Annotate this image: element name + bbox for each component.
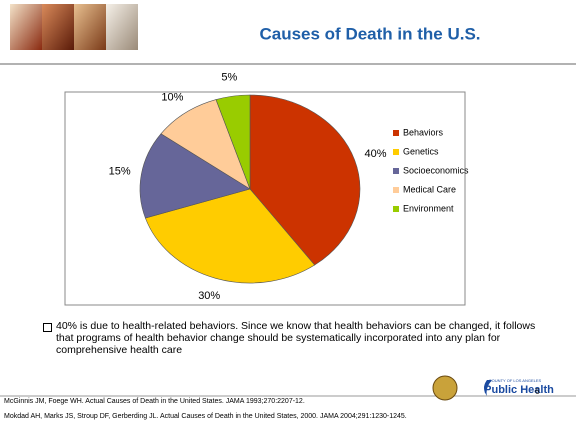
legend-swatch — [393, 149, 399, 155]
legend-label: Medical Care — [403, 184, 456, 194]
data-label: 30% — [198, 290, 220, 302]
header-photo — [74, 4, 106, 50]
header-photo — [10, 4, 42, 50]
pie-slice — [249, 94, 361, 266]
bullet-text: 40% is due to health-related behaviors. … — [56, 320, 536, 356]
data-label: 10% — [161, 92, 183, 104]
pie-chart: 40% Behaviors 30% Genetics 15% Socioeconomics… — [109, 71, 469, 302]
header-photo — [106, 4, 138, 50]
reference: McGinnis JM, Foege WH. Actual Causes of … — [4, 398, 305, 405]
legend-swatch — [393, 187, 399, 193]
legend-swatch — [393, 206, 399, 212]
logo-mark — [484, 380, 492, 396]
pie-slice — [215, 94, 251, 190]
pie-slice — [144, 188, 316, 284]
legend-label: Behaviors — [403, 127, 444, 137]
slide-title: Causes of Death in the U.S. — [259, 24, 480, 43]
reference: Mokdad AH, Marks JS, Stroup DF, Gerberdi… — [4, 413, 407, 420]
legend-label: Socioeconomics — [403, 165, 469, 175]
county-seal — [432, 375, 458, 401]
data-label: 40% — [365, 148, 387, 160]
data-label: 5% — [221, 71, 237, 83]
data-label: 15% — [109, 165, 131, 177]
header-photo — [42, 4, 74, 50]
logo-name: Public Health — [484, 384, 554, 396]
slide-number: 6 — [535, 387, 540, 396]
logo-caption: COUNTY OF LOS ANGELES — [489, 378, 542, 383]
legend-swatch — [393, 168, 399, 174]
legend-label: Genetics — [403, 146, 439, 156]
legend-swatch — [393, 130, 399, 136]
bullet-marker — [43, 323, 52, 332]
pie-slice — [139, 133, 251, 219]
legend-label: Environment — [403, 203, 454, 213]
